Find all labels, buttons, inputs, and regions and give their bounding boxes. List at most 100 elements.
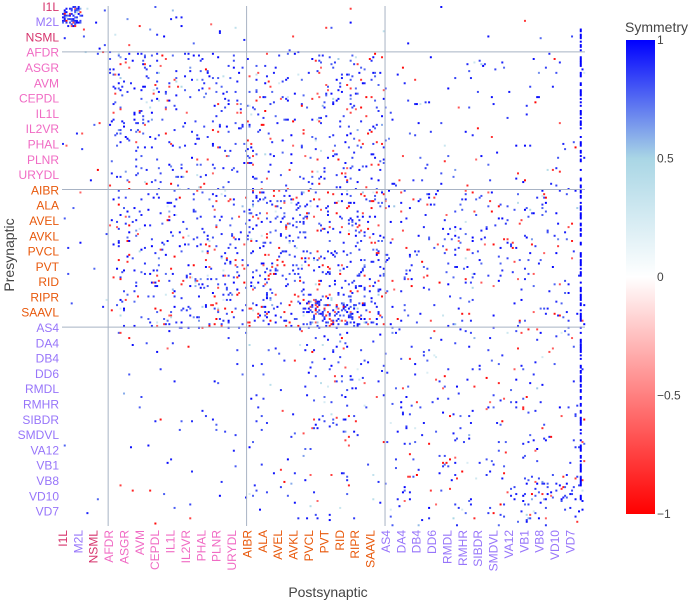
heatmap-cell [299, 220, 302, 223]
heatmap-cell [452, 517, 455, 520]
heatmap-cell [555, 482, 558, 485]
x-tick-label: RMDL [440, 530, 454, 564]
heatmap-cell [224, 149, 227, 152]
heatmap-cell [229, 243, 232, 246]
heatmap-cell [553, 312, 556, 315]
heatmap-cell [571, 35, 574, 38]
heatmap-cell [353, 321, 356, 324]
heatmap-cell [579, 40, 582, 43]
heatmap-cell [168, 323, 171, 326]
plot-area[interactable] [62, 6, 586, 527]
heatmap-cell [278, 54, 281, 57]
heatmap-cell [70, 9, 73, 12]
heatmap-cell [79, 19, 82, 22]
heatmap-cell [293, 52, 296, 55]
heatmap-cell [281, 217, 284, 220]
heatmap-cell [388, 189, 390, 192]
heatmap-cell [579, 418, 582, 421]
heatmap-cell [252, 494, 255, 497]
heatmap-cell [248, 125, 251, 128]
heatmap-cell [379, 205, 382, 208]
heatmap-cell [196, 174, 199, 177]
heatmap-cell [265, 217, 268, 220]
heatmap-cell [112, 103, 115, 106]
heatmap-cell [360, 240, 363, 242]
heatmap-cell [403, 189, 406, 192]
heatmap-cell [323, 396, 326, 398]
heatmap-cell [344, 342, 347, 345]
heatmap-cell [358, 323, 361, 326]
heatmap-cell [471, 272, 474, 275]
heatmap-cell [429, 319, 432, 322]
heatmap-cell [152, 92, 155, 95]
heatmap-cell [299, 302, 302, 305]
heatmap-cell [487, 274, 490, 277]
heatmap-cell [264, 64, 267, 67]
heatmap-cell [246, 321, 249, 324]
heatmap-cell [145, 342, 148, 345]
heatmap-cell [313, 318, 316, 320]
heatmap-cell [307, 181, 310, 184]
heatmap-cell [255, 64, 258, 67]
heatmap-cell [302, 281, 305, 284]
heatmap-cell [217, 382, 220, 385]
heatmap-cell [149, 28, 152, 31]
heatmap-cell [544, 517, 547, 520]
heatmap-cell [271, 304, 274, 307]
heatmap-cell [335, 305, 338, 308]
heatmap-cell [74, 6, 77, 8]
heatmap-cell [81, 14, 84, 17]
heatmap-cell [360, 259, 363, 262]
heatmap-cell [340, 472, 343, 475]
heatmap-cell [363, 321, 366, 324]
heatmap-cell [496, 422, 499, 424]
heatmap-cell [333, 153, 336, 156]
heatmap-cell [117, 240, 120, 242]
heatmap-cell [562, 486, 565, 489]
heatmap-cell [211, 77, 214, 80]
heatmap-cell [412, 179, 415, 182]
heatmap-cell [435, 378, 438, 381]
colorbar-tick-label: 0.5 [657, 152, 674, 166]
heatmap-cell [309, 323, 312, 326]
heatmap-cell [579, 271, 582, 274]
heatmap-cell [482, 64, 485, 67]
heatmap-cell [551, 496, 554, 499]
heatmap-cell [178, 188, 181, 190]
heatmap-cell [579, 456, 582, 459]
heatmap-cell [156, 269, 159, 272]
x-tick-label: SIBDR [471, 530, 485, 567]
heatmap-cell [311, 304, 314, 307]
heatmap-cell [363, 234, 366, 237]
heatmap-cell [262, 123, 265, 126]
heatmap-cell [143, 63, 146, 66]
heatmap-cell [119, 106, 122, 109]
heatmap-cell [117, 82, 120, 85]
heatmap-cell [311, 311, 314, 314]
heatmap-cell [478, 461, 481, 464]
heatmap-cell [318, 198, 321, 201]
heatmap-cell [351, 292, 354, 294]
heatmap-cell [401, 387, 404, 390]
heatmap-cell [232, 316, 235, 319]
heatmap-cell [234, 142, 237, 145]
heatmap-cell [150, 245, 153, 248]
heatmap-cell [196, 279, 199, 282]
heatmap-cell [422, 276, 425, 279]
heatmap-cell [358, 285, 361, 288]
heatmap-cell [234, 122, 237, 125]
heatmap-cell [328, 318, 331, 320]
heatmap-cell [279, 97, 282, 100]
heatmap-cell [377, 480, 380, 483]
heatmap-cell [450, 238, 453, 241]
heatmap-cell [471, 276, 474, 279]
heatmap-cell [135, 281, 138, 284]
heatmap-cell [180, 163, 183, 166]
y-tick-label: AS4 [36, 321, 59, 335]
heatmap-cell [576, 312, 579, 315]
heatmap-cell [422, 422, 425, 424]
heatmap-cell [325, 324, 328, 327]
heatmap-cell [562, 496, 565, 499]
heatmap-cell [363, 288, 366, 291]
heatmap-cell [426, 359, 429, 362]
